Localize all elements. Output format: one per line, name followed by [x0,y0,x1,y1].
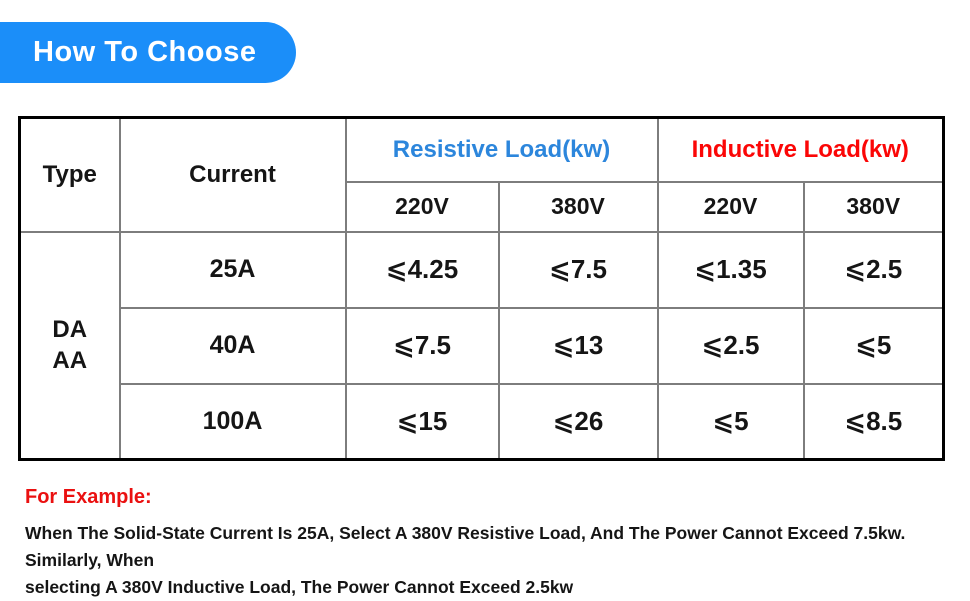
example-heading: For Example: [25,486,152,508]
header-voltage-row: 220V 380V 220V 380V [20,180,945,233]
cell-40a-inductive-220v: ⩽2.5 [656,306,805,385]
col-header-inductive-380v: 380V [802,180,945,233]
col-header-resistive-380v: 380V [497,180,659,233]
cell-100a-resistive-380v: ⩽26 [497,382,659,461]
col-header-inductive-220v: 220V [656,180,805,233]
col-header-inductive-load: Inductive Load(kw) [656,116,945,183]
type-line-2: AA [52,347,88,375]
example-body-line-2: selecting A 380V Inductive Load, The Pow… [25,577,574,597]
header-group-row: Type Current Resistive Load(kw) Inductiv… [18,116,945,233]
example-body-line-1: When The Solid-State Current Is 25A, Sel… [25,523,906,570]
current-cell-25a: 25A [118,230,347,309]
col-header-current: Current [118,116,347,233]
table-row-40a: 40A ⩽7.5 ⩽13 ⩽2.5 ⩽5 [20,306,945,385]
cell-25a-resistive-220v: ⩽4.25 [344,230,500,309]
cell-100a-resistive-220v: ⩽15 [344,382,500,461]
cell-40a-resistive-220v: ⩽7.5 [344,306,500,385]
col-header-resistive-220v: 220V [344,180,500,233]
cell-100a-inductive-220v: ⩽5 [656,382,805,461]
cell-40a-resistive-380v: ⩽13 [497,306,659,385]
example-body: When The Solid-State Current Is 25A, Sel… [25,520,955,601]
section-title-banner: How To Choose [0,22,296,83]
cell-100a-inductive-380v: ⩽8.5 [802,382,945,461]
table-row-100a: 100A ⩽15 ⩽26 ⩽5 ⩽8.5 [20,382,945,461]
current-cell-100a: 100A [118,382,347,461]
load-selection-table: Type Current Resistive Load(kw) Inductiv… [18,116,946,461]
cell-25a-inductive-380v: ⩽2.5 [802,230,945,309]
cell-40a-inductive-380v: ⩽5 [802,306,945,385]
cell-25a-resistive-380v: ⩽7.5 [497,230,659,309]
page-title: How To Choose [33,36,257,68]
cell-25a-inductive-220v: ⩽1.35 [656,230,805,309]
col-header-resistive-load: Resistive Load(kw) [344,116,659,183]
table-row-25a: DA AA 25A ⩽4.25 ⩽7.5 ⩽1.35 ⩽2.5 [18,230,945,461]
type-value-cell: DA AA [18,230,121,461]
current-cell-40a: 40A [118,306,347,385]
type-line-1: DA [52,316,88,344]
col-header-type: Type [18,116,121,233]
